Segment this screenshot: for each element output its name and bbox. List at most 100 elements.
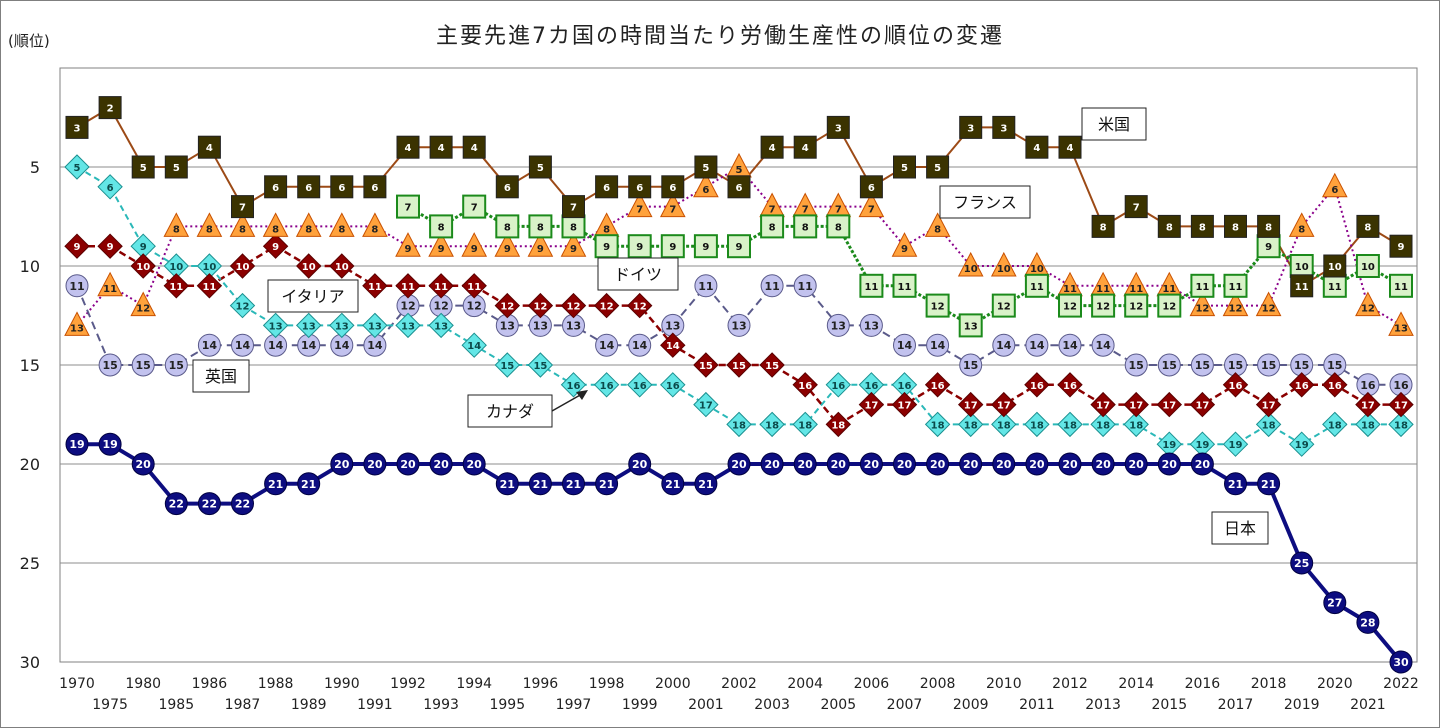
data-label: 9 xyxy=(736,242,743,253)
data-label: 8 xyxy=(603,224,610,235)
data-point xyxy=(660,332,686,358)
data-label: 10 xyxy=(169,262,183,273)
data-point xyxy=(528,472,552,496)
data-label: 20 xyxy=(1129,458,1145,471)
data-point xyxy=(693,391,719,418)
data-point xyxy=(264,175,288,199)
data-point xyxy=(826,115,850,139)
data-label: 6 xyxy=(272,183,279,194)
data-point xyxy=(1091,293,1116,318)
data-label: 12 xyxy=(236,302,250,313)
data-label: 13 xyxy=(1394,323,1408,334)
data-point xyxy=(793,214,818,239)
data-point xyxy=(395,312,421,339)
data-point xyxy=(1255,391,1282,418)
data-point xyxy=(693,172,719,198)
x-tick-label: 1975 xyxy=(92,697,128,713)
data-point xyxy=(328,212,355,237)
x-tick-label: 2022 xyxy=(1383,676,1419,692)
data-point xyxy=(297,175,321,199)
data-point xyxy=(527,352,554,378)
data-label: 13 xyxy=(831,319,846,332)
data-label: 20 xyxy=(764,458,780,471)
data-label: 27 xyxy=(1327,597,1342,610)
data-point xyxy=(858,391,885,418)
data-point xyxy=(727,175,751,199)
data-label: 10 xyxy=(1361,262,1375,273)
data-label: 11 xyxy=(898,282,912,293)
data-label: 13 xyxy=(533,319,548,332)
data-point xyxy=(163,273,190,299)
data-point xyxy=(329,312,355,339)
data-label: 20 xyxy=(930,458,946,471)
data-label: 10 xyxy=(202,262,216,273)
series-callout-label: 英国 xyxy=(205,367,237,386)
series-callout-label: フランス xyxy=(953,193,1017,212)
data-point xyxy=(1024,273,1049,298)
data-point xyxy=(659,192,686,218)
data-point xyxy=(1124,452,1148,476)
data-label: 5 xyxy=(74,163,81,174)
data-label: 12 xyxy=(1129,302,1143,313)
data-label: 4 xyxy=(802,143,809,154)
data-label: 11 xyxy=(1295,282,1309,293)
data-label: 16 xyxy=(1393,379,1409,392)
data-point xyxy=(229,253,256,279)
data-point xyxy=(595,175,619,199)
data-point xyxy=(396,135,420,159)
data-label: 8 xyxy=(934,224,941,235)
data-label: 12 xyxy=(467,300,482,313)
data-label: 11 xyxy=(169,282,183,293)
data-point xyxy=(495,472,519,496)
data-label: 30 xyxy=(1393,656,1409,669)
series-callout-label: 日本 xyxy=(1224,519,1256,538)
data-label: 15 xyxy=(136,359,151,372)
x-tick-label: 1999 xyxy=(622,697,658,713)
data-point xyxy=(926,452,950,476)
data-point xyxy=(992,452,1016,476)
data-label: 21 xyxy=(665,478,680,491)
data-label: 9 xyxy=(702,242,709,253)
data-point xyxy=(262,233,289,259)
data-point xyxy=(1389,273,1413,298)
data-label: 13 xyxy=(335,321,349,332)
data-label: 7 xyxy=(570,203,577,214)
data-point xyxy=(626,192,653,218)
data-label: 11 xyxy=(368,282,382,293)
data-label: 8 xyxy=(305,224,312,235)
data-point xyxy=(893,333,916,357)
data-label: 11 xyxy=(864,282,878,293)
data-label: 7 xyxy=(835,205,842,216)
data-label: 6 xyxy=(669,183,676,194)
data-label: 7 xyxy=(802,205,809,216)
data-label: 14 xyxy=(202,339,218,352)
data-label: 15 xyxy=(533,361,547,372)
chart-title: 主要先進7カ国の時間当たり労働生産性の順位の変遷 xyxy=(436,24,1004,49)
data-label: 12 xyxy=(533,302,547,313)
data-label: 15 xyxy=(1261,359,1276,372)
data-point xyxy=(98,353,122,377)
data-label: 8 xyxy=(1265,222,1272,233)
data-point xyxy=(528,214,553,239)
data-point xyxy=(1257,353,1281,377)
series-callout-label: ドイツ xyxy=(614,265,662,284)
data-label: 20 xyxy=(864,458,880,471)
data-point xyxy=(462,194,487,219)
data-point xyxy=(1024,372,1050,398)
data-label: 6 xyxy=(603,183,610,194)
data-point xyxy=(858,192,885,218)
data-point xyxy=(1388,411,1414,438)
data-point xyxy=(329,253,355,279)
data-label: 17 xyxy=(1162,401,1176,412)
data-label: 17 xyxy=(1096,401,1110,412)
data-label: 10 xyxy=(136,262,150,273)
data-point xyxy=(560,292,587,319)
x-tick-label: 2009 xyxy=(953,697,989,713)
data-point xyxy=(461,332,487,358)
data-point xyxy=(495,214,520,239)
data-label: 20 xyxy=(1162,458,1178,471)
data-label: 13 xyxy=(500,319,515,332)
data-label: 8 xyxy=(1199,222,1206,233)
x-tick-label: 2017 xyxy=(1218,697,1254,713)
data-label: 2 xyxy=(107,104,114,115)
